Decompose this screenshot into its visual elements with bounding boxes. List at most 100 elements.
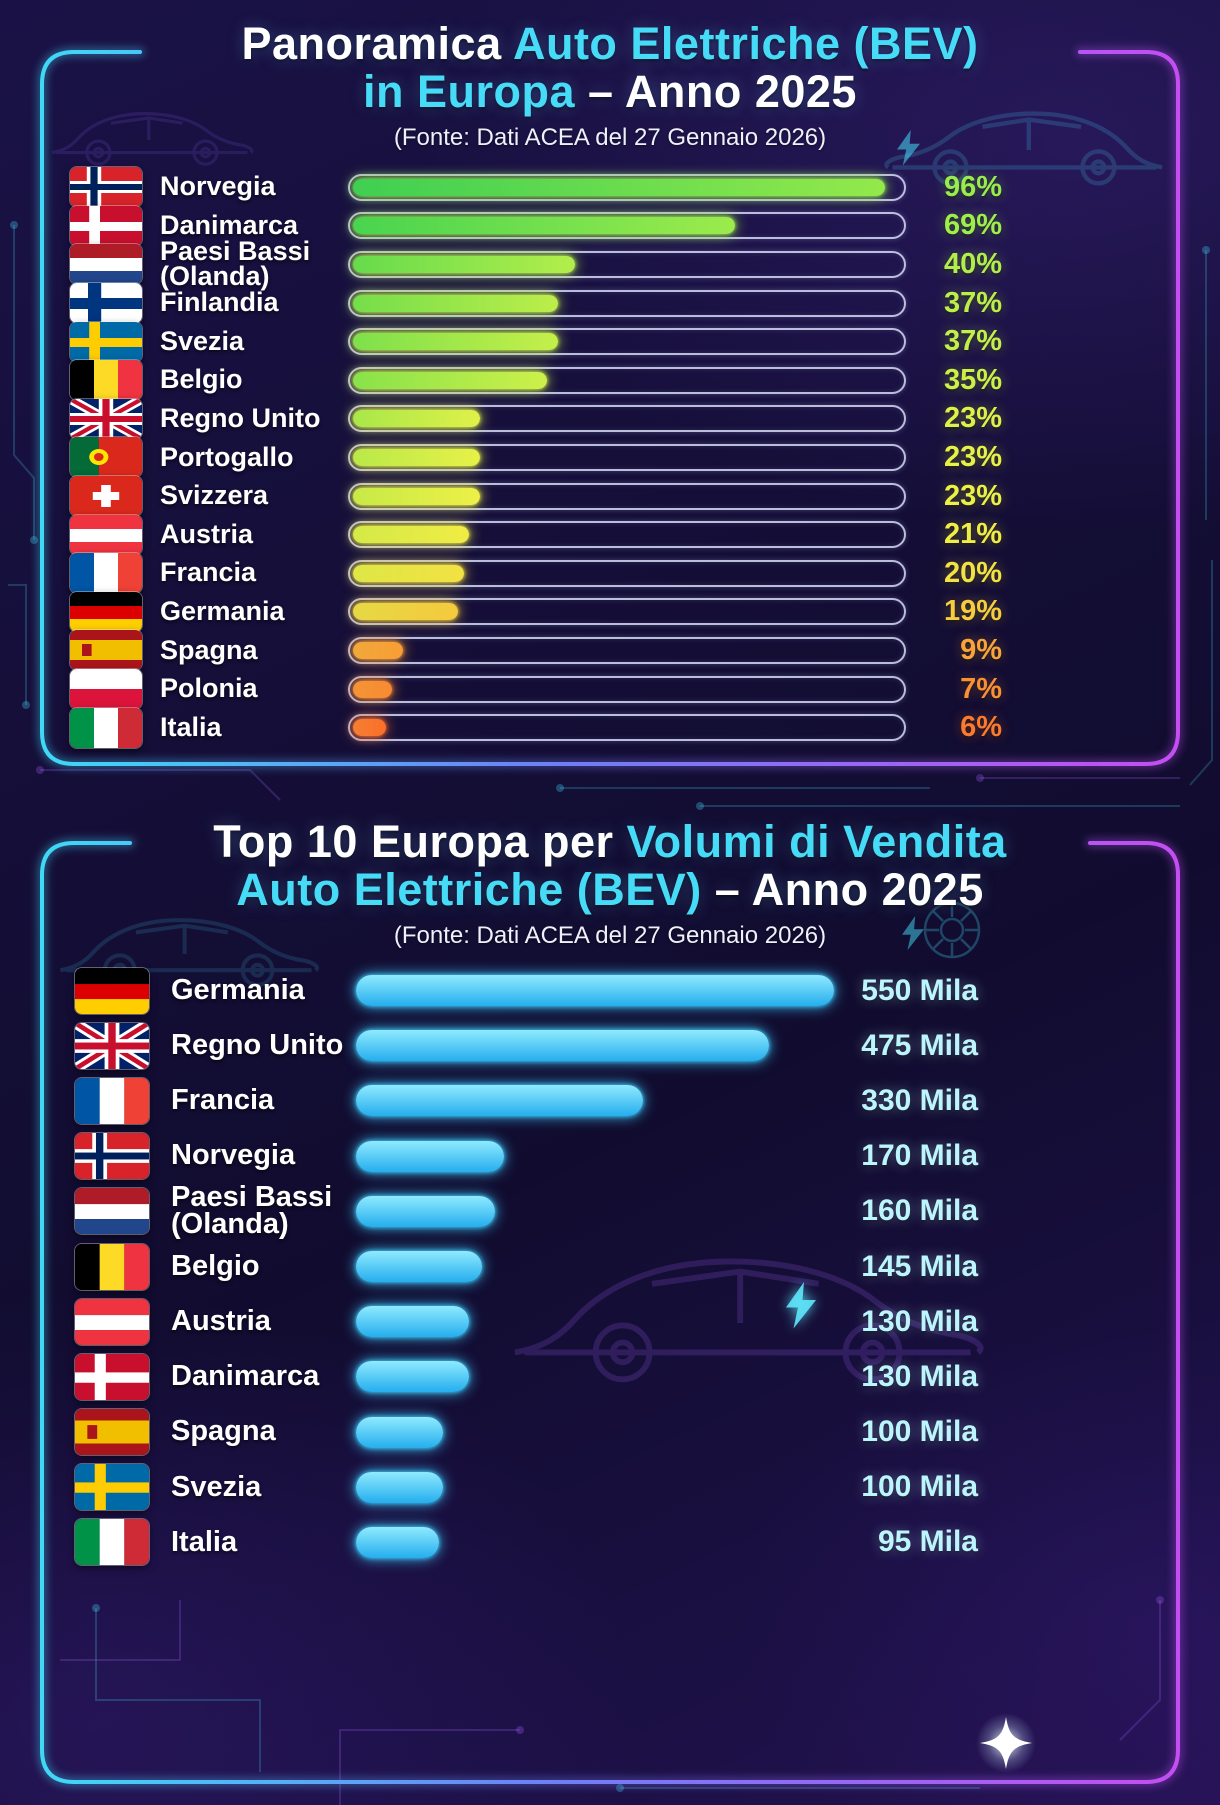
bar — [353, 680, 392, 698]
chart-row: Svezia 100 Mila — [75, 1460, 1220, 1515]
country-label: Polonia — [160, 673, 258, 704]
country-flag-icon — [70, 553, 142, 594]
value-label: 100 Mila — [861, 1470, 978, 1504]
panel-border-1 — [37, 47, 1183, 769]
chart-row: Spagna 9% — [70, 630, 1220, 671]
chart-row: Italia 6% — [70, 707, 1220, 748]
wheel-icon — [923, 901, 981, 959]
bar-track — [348, 598, 906, 626]
bar-track — [356, 1030, 834, 1062]
country-flag-icon — [70, 398, 142, 439]
bar-track — [356, 1251, 834, 1283]
bar-track — [348, 250, 906, 278]
bar — [356, 1251, 483, 1283]
bar — [353, 526, 470, 544]
chart-row: Paesi Bassi (Olanda) 160 Mila — [75, 1182, 1220, 1239]
bar-track — [348, 328, 906, 356]
country-label: Finlandia — [160, 287, 279, 318]
bar — [353, 294, 558, 312]
bar-track — [356, 1195, 834, 1227]
bar — [356, 1306, 469, 1338]
country-flag-icon — [75, 1353, 149, 1400]
bar — [353, 255, 575, 273]
country-flag-icon — [75, 1464, 149, 1511]
value-label: 21% — [943, 518, 1002, 551]
country-label: Austria — [171, 1304, 271, 1337]
chart-title-line: Auto Elettriche (BEV) – Anno 2025 — [0, 866, 1220, 914]
bar — [356, 1416, 443, 1448]
bar — [353, 641, 403, 659]
country-flag-icon — [70, 244, 142, 285]
chart-title: Top 10 Europa per Volumi di Vendita Auto … — [0, 800, 1220, 914]
country-label: Svizzera — [160, 480, 269, 511]
country-label: Spagna — [171, 1415, 276, 1448]
value-label: 20% — [943, 556, 1002, 589]
bar-track — [356, 1085, 834, 1117]
title-segment: – Anno 2025 — [588, 66, 857, 118]
title-segment: Auto Elettriche (BEV) — [236, 864, 715, 916]
bar — [356, 975, 834, 1007]
bar — [356, 1361, 469, 1393]
bar-track — [348, 521, 906, 549]
country-flag-icon — [70, 283, 142, 324]
chart-row: Spagna 100 Mila — [75, 1405, 1220, 1460]
bar — [356, 1195, 496, 1227]
country-flag-icon — [70, 591, 142, 632]
title-segment: Volumi di Vendita — [626, 816, 1007, 867]
bar — [353, 178, 885, 196]
chart-row: Norvegia 170 Mila — [75, 1129, 1220, 1184]
bar-track — [348, 443, 906, 471]
country-flag-icon — [70, 514, 142, 555]
country-flag-icon — [75, 1243, 149, 1290]
country-label: Francia — [160, 557, 257, 588]
chart-row: Regno Unito 23% — [70, 398, 1220, 439]
chart-rows: Norvegia 96% Danimarca 69% Paesi Bassi (… — [70, 167, 1220, 748]
country-label: Belgio — [171, 1249, 260, 1282]
chart-row: Paesi Bassi (Olanda) 40% — [70, 237, 1220, 290]
value-label: 19% — [943, 595, 1002, 628]
chart-row: Norvegia 96% — [70, 167, 1220, 208]
country-label: Belgio — [160, 364, 243, 395]
chart-source: (Fonte: Dati ACEA del 27 Gennaio 2026) — [393, 124, 827, 152]
value-label: 145 Mila — [861, 1249, 978, 1283]
value-label: 37% — [943, 325, 1002, 358]
country-flag-icon — [75, 1519, 149, 1566]
bar — [353, 217, 736, 235]
country-flag-icon — [70, 476, 142, 517]
chart-row: Svizzera 23% — [70, 476, 1220, 517]
bar-track — [356, 1361, 834, 1393]
bar-track — [356, 1306, 834, 1338]
value-label: 475 Mila — [861, 1028, 978, 1062]
bar — [353, 487, 481, 505]
country-label: Regno Unito — [160, 403, 321, 434]
chart-row: Francia 20% — [70, 553, 1220, 594]
country-label: Italia — [160, 711, 222, 742]
bar — [356, 1471, 443, 1503]
chart-title-line: Panoramica Auto Elettriche (BEV) — [0, 19, 1220, 68]
title-segment: Top 10 Europa per — [213, 816, 627, 867]
value-label: 330 Mila — [861, 1083, 978, 1117]
country-flag-icon — [70, 707, 142, 748]
chart-panel-1: Panoramica Auto Elettriche (BEV) in Europ… — [0, 0, 1220, 790]
country-label: Spagna — [160, 634, 258, 665]
bar — [353, 564, 464, 582]
chart-panel-2: Top 10 Europa per Volumi di Vendita Auto … — [0, 800, 1220, 1805]
country-label: Germania — [160, 596, 285, 626]
country-label: Germania — [171, 973, 305, 1006]
country-label: Danimarca — [160, 210, 299, 241]
value-label: 160 Mila — [861, 1194, 978, 1228]
bar — [353, 603, 459, 621]
bar — [353, 371, 547, 389]
bar-track — [348, 366, 906, 394]
country-label: Svezia — [171, 1470, 262, 1503]
value-label: 23% — [943, 402, 1002, 435]
value-label: 550 Mila — [861, 973, 978, 1007]
bar-track — [348, 559, 906, 587]
chart-row: Francia 330 Mila — [75, 1073, 1220, 1128]
country-flag-icon — [75, 1188, 149, 1235]
country-label: Norvegia — [171, 1139, 296, 1172]
country-flag-icon — [70, 205, 142, 246]
panel-border-2 — [37, 838, 1183, 1787]
chart-row: Finlandia 37% — [70, 283, 1220, 324]
